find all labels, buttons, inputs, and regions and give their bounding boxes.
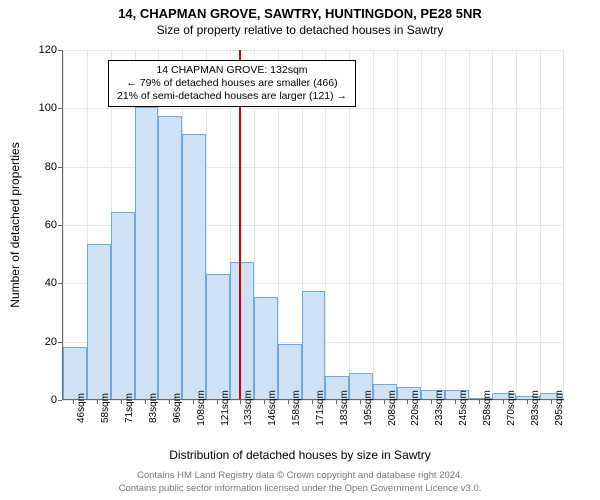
histogram-bar bbox=[302, 291, 326, 399]
x-tick-mark bbox=[407, 400, 408, 404]
x-tick-mark bbox=[455, 400, 456, 404]
x-tick-mark bbox=[97, 400, 98, 404]
footer-line-2: Contains public sector information licen… bbox=[0, 483, 600, 494]
y-tick-label: 100 bbox=[17, 102, 57, 114]
x-tick-mark bbox=[121, 400, 122, 404]
x-tick-mark bbox=[503, 400, 504, 404]
gridline-vertical bbox=[469, 50, 470, 399]
gridline-horizontal bbox=[63, 50, 562, 51]
y-tick-mark bbox=[58, 167, 62, 168]
x-tick-label: 146sqm bbox=[267, 390, 278, 426]
x-tick-label: 83sqm bbox=[148, 393, 159, 423]
x-tick-mark bbox=[336, 400, 337, 404]
chart-title: 14, CHAPMAN GROVE, SAWTRY, HUNTINGDON, P… bbox=[0, 0, 600, 21]
x-tick-mark bbox=[360, 400, 361, 404]
y-tick-mark bbox=[58, 108, 62, 109]
gridline-vertical bbox=[373, 50, 374, 399]
histogram-bar bbox=[230, 262, 254, 399]
gridline-vertical bbox=[397, 50, 398, 399]
gridline-vertical bbox=[445, 50, 446, 399]
y-tick-mark bbox=[58, 225, 62, 226]
gridline-vertical bbox=[516, 50, 517, 399]
x-tick-label: 233sqm bbox=[434, 390, 445, 426]
x-tick-label: 195sqm bbox=[363, 390, 374, 426]
gridline-vertical bbox=[563, 50, 564, 399]
x-tick-mark bbox=[169, 400, 170, 404]
x-tick-label: 108sqm bbox=[196, 390, 207, 426]
x-tick-label: 46sqm bbox=[76, 393, 87, 423]
y-tick-label: 20 bbox=[17, 336, 57, 348]
x-tick-label: 158sqm bbox=[291, 390, 302, 426]
annotation-box: 14 CHAPMAN GROVE: 132sqm ← 79% of detach… bbox=[108, 60, 356, 107]
x-tick-mark bbox=[240, 400, 241, 404]
x-tick-mark bbox=[312, 400, 313, 404]
x-tick-mark bbox=[384, 400, 385, 404]
y-tick-mark bbox=[58, 342, 62, 343]
annotation-line-2: ← 79% of detached houses are smaller (46… bbox=[117, 77, 347, 90]
histogram-bar bbox=[206, 274, 230, 399]
x-tick-label: 171sqm bbox=[315, 390, 326, 426]
x-tick-label: 220sqm bbox=[410, 390, 421, 426]
y-tick-label: 60 bbox=[17, 219, 57, 231]
x-tick-mark bbox=[551, 400, 552, 404]
x-tick-label: 183sqm bbox=[339, 390, 350, 426]
x-tick-label: 58sqm bbox=[100, 393, 111, 423]
x-tick-mark bbox=[527, 400, 528, 404]
histogram-bar bbox=[63, 347, 87, 400]
y-tick-label: 80 bbox=[17, 161, 57, 173]
x-tick-mark bbox=[73, 400, 74, 404]
histogram-bar bbox=[87, 244, 111, 399]
footer-line-1: Contains HM Land Registry data © Crown c… bbox=[0, 470, 600, 481]
x-axis-label: Distribution of detached houses by size … bbox=[0, 448, 600, 462]
x-tick-label: 71sqm bbox=[124, 393, 135, 423]
gridline-vertical bbox=[492, 50, 493, 399]
gridline-vertical bbox=[421, 50, 422, 399]
x-tick-mark bbox=[193, 400, 194, 404]
x-tick-mark bbox=[288, 400, 289, 404]
x-tick-mark bbox=[145, 400, 146, 404]
x-tick-label: 270sqm bbox=[506, 390, 517, 426]
x-tick-label: 245sqm bbox=[458, 390, 469, 426]
y-tick-mark bbox=[58, 283, 62, 284]
x-tick-label: 295sqm bbox=[554, 390, 565, 426]
x-tick-mark bbox=[431, 400, 432, 404]
histogram-bar bbox=[158, 116, 182, 399]
x-tick-mark bbox=[217, 400, 218, 404]
y-tick-mark bbox=[58, 400, 62, 401]
x-tick-label: 133sqm bbox=[243, 390, 254, 426]
x-tick-mark bbox=[479, 400, 480, 404]
x-tick-label: 121sqm bbox=[220, 390, 231, 426]
histogram-bar bbox=[135, 107, 159, 399]
y-tick-label: 0 bbox=[17, 394, 57, 406]
x-tick-label: 96sqm bbox=[172, 393, 183, 423]
y-tick-mark bbox=[58, 50, 62, 51]
annotation-line-1: 14 CHAPMAN GROVE: 132sqm bbox=[117, 64, 347, 77]
x-tick-label: 283sqm bbox=[530, 390, 541, 426]
histogram-bar bbox=[254, 297, 278, 399]
x-tick-label: 208sqm bbox=[387, 390, 398, 426]
annotation-line-3: 21% of semi-detached houses are larger (… bbox=[117, 90, 347, 103]
y-tick-label: 40 bbox=[17, 277, 57, 289]
chart-container: 14, CHAPMAN GROVE, SAWTRY, HUNTINGDON, P… bbox=[0, 0, 600, 500]
histogram-bar bbox=[182, 134, 206, 399]
chart-subtitle: Size of property relative to detached ho… bbox=[0, 21, 600, 37]
y-tick-label: 120 bbox=[17, 44, 57, 56]
histogram-bar bbox=[111, 212, 135, 399]
gridline-vertical bbox=[540, 50, 541, 399]
x-tick-label: 258sqm bbox=[482, 390, 493, 426]
x-tick-mark bbox=[264, 400, 265, 404]
